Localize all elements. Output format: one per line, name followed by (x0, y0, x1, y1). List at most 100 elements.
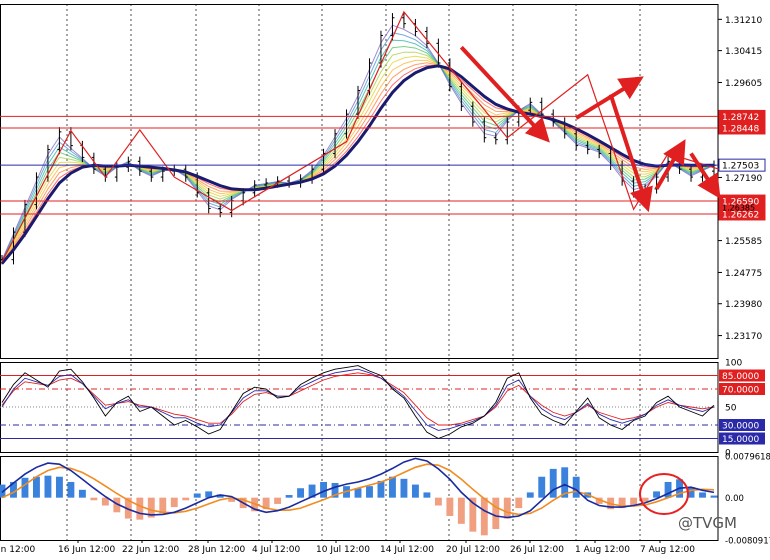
trend-arrow (654, 139, 686, 190)
macd-histogram-bar (664, 481, 672, 498)
macd-histogram-bar (67, 481, 75, 498)
macd-histogram-bar (170, 497, 178, 508)
macd-histogram-bar (618, 497, 626, 509)
highlight-circle (639, 473, 689, 515)
macd-histogram-bar (572, 476, 580, 498)
osc-level-box (719, 369, 765, 382)
macd-histogram-bar (182, 497, 190, 501)
time-tick-label: 1 Aug 12:00 (575, 545, 630, 555)
macd-histogram-bar (549, 468, 557, 498)
osc-level-box (719, 432, 765, 445)
osc-tick-label: 0 (725, 449, 731, 459)
time-tick-label: 28 Jun 12:00 (188, 545, 245, 555)
time-tick-label: 4 Jul 12:00 (252, 545, 301, 555)
macd-histogram-bar (641, 497, 649, 502)
price-panel (0, 10, 726, 265)
macd-histogram-bar (124, 497, 132, 519)
trend-arrow (608, 93, 653, 213)
oscillator-panel (0, 365, 718, 439)
time-tick-label: 22 Jun 12:00 (122, 545, 179, 555)
macd-histogram-bar (630, 497, 638, 506)
macd-histogram-bar (147, 497, 155, 518)
level-label-box (718, 121, 766, 135)
macd-histogram-bar (205, 491, 213, 498)
price-tick-label: 1.31210 (725, 16, 762, 26)
macd-histogram-bar (228, 497, 236, 502)
price-tick-label: 1.25585 (725, 237, 762, 247)
macd-histogram-bar (262, 497, 270, 510)
watermark: @TVGM (678, 514, 737, 532)
macd-histogram-bar (55, 476, 63, 498)
macd-histogram-bar (285, 495, 293, 498)
macd-histogram-bar (434, 497, 442, 506)
macd-histogram-bar (710, 495, 718, 498)
macd-histogram-bar (400, 478, 408, 498)
macd-histogram-bar (526, 492, 534, 498)
macd-histogram-bar (78, 489, 86, 498)
osc-level-label: 15.0000 (722, 435, 759, 445)
macd-histogram-bar (331, 483, 339, 498)
annotations (459, 45, 721, 515)
macd-histogram-bar (136, 497, 144, 520)
macd-histogram-bar (193, 493, 201, 498)
macd-histogram-bar (21, 477, 29, 498)
macd-histogram-bar (469, 497, 477, 532)
macd-histogram-bar (492, 497, 500, 530)
osc-level-label: 85.0000 (722, 372, 759, 382)
level-label-box (718, 207, 766, 221)
macd-histogram-bar (515, 497, 523, 509)
time-tick-label: 14 Jul 12:00 (380, 545, 434, 555)
level-label: 1.28742 (722, 113, 759, 123)
moving-average-line (0, 64, 714, 265)
time-tick-label: 12 Jun 12:00 (0, 545, 35, 555)
macd-histogram-bar (595, 497, 603, 504)
panel-frame (0, 456, 719, 541)
macd-histogram-bar (274, 497, 282, 504)
macd-histogram-bar (216, 494, 224, 498)
price-tick-label: 1.23170 (725, 332, 762, 342)
macd-histogram-bar (308, 484, 316, 498)
time-tick-label: 16 Jun 12:00 (58, 545, 115, 555)
level-label: 1.27503 (722, 162, 759, 172)
osc-tick-label: 50 (725, 404, 737, 414)
price-tick-label: 1.29605 (725, 79, 762, 89)
time-tick-label: 26 Jul 12:00 (510, 545, 564, 555)
macd-histogram-bar (423, 492, 431, 498)
osc-series-black (1, 365, 715, 439)
macd-histogram-bar (457, 497, 465, 524)
macd-histogram-bar (699, 492, 706, 498)
macd-histogram-bar (44, 475, 52, 498)
macd-histogram-bar (33, 476, 40, 498)
level-label-box (718, 194, 766, 208)
macd-histogram-bar (538, 476, 546, 498)
time-axis: 12 Jun 12:00 16 Jun 12:00 22 Jun 12:00 28 J… (0, 540, 695, 555)
price-tick-label: 1.30415 (725, 47, 762, 57)
level-label: 1.26262 (722, 210, 759, 220)
macd-signal-line (1, 463, 715, 516)
macd-histogram-bar (159, 497, 167, 514)
trend-arrow (689, 152, 721, 199)
price-tick-label: 1.27190 (725, 174, 762, 184)
trend-arrow (459, 45, 550, 143)
level-label-box (718, 158, 766, 172)
macd-histogram-bar (366, 486, 373, 498)
level-label: 1.28448 (722, 124, 759, 134)
macd-histogram-bar (411, 484, 419, 498)
macd-tick-label: 0.0079618 (725, 453, 770, 463)
macd-panel (0, 457, 718, 536)
macd-histogram-bar (297, 488, 305, 498)
osc-tick-label: 100 (725, 359, 742, 369)
macd-histogram-bar (503, 497, 511, 519)
macd-histogram-bar (389, 476, 396, 498)
time-tick-label: 10 Jul 12:00 (316, 545, 370, 555)
price-axis: 1.312101.304151.296051.288001.271901.255… (718, 16, 770, 547)
osc-level-box (719, 383, 765, 395)
time-tick-label: 7 Aug 12:00 (640, 545, 695, 555)
macd-histogram-bar (687, 487, 695, 498)
macd-histogram-bar (320, 481, 327, 498)
trend-arrow (575, 76, 644, 120)
macd-histogram-bar (446, 497, 454, 516)
macd-tick-label: -0.0080917 (725, 537, 770, 547)
macd-histogram-bar (653, 491, 661, 498)
